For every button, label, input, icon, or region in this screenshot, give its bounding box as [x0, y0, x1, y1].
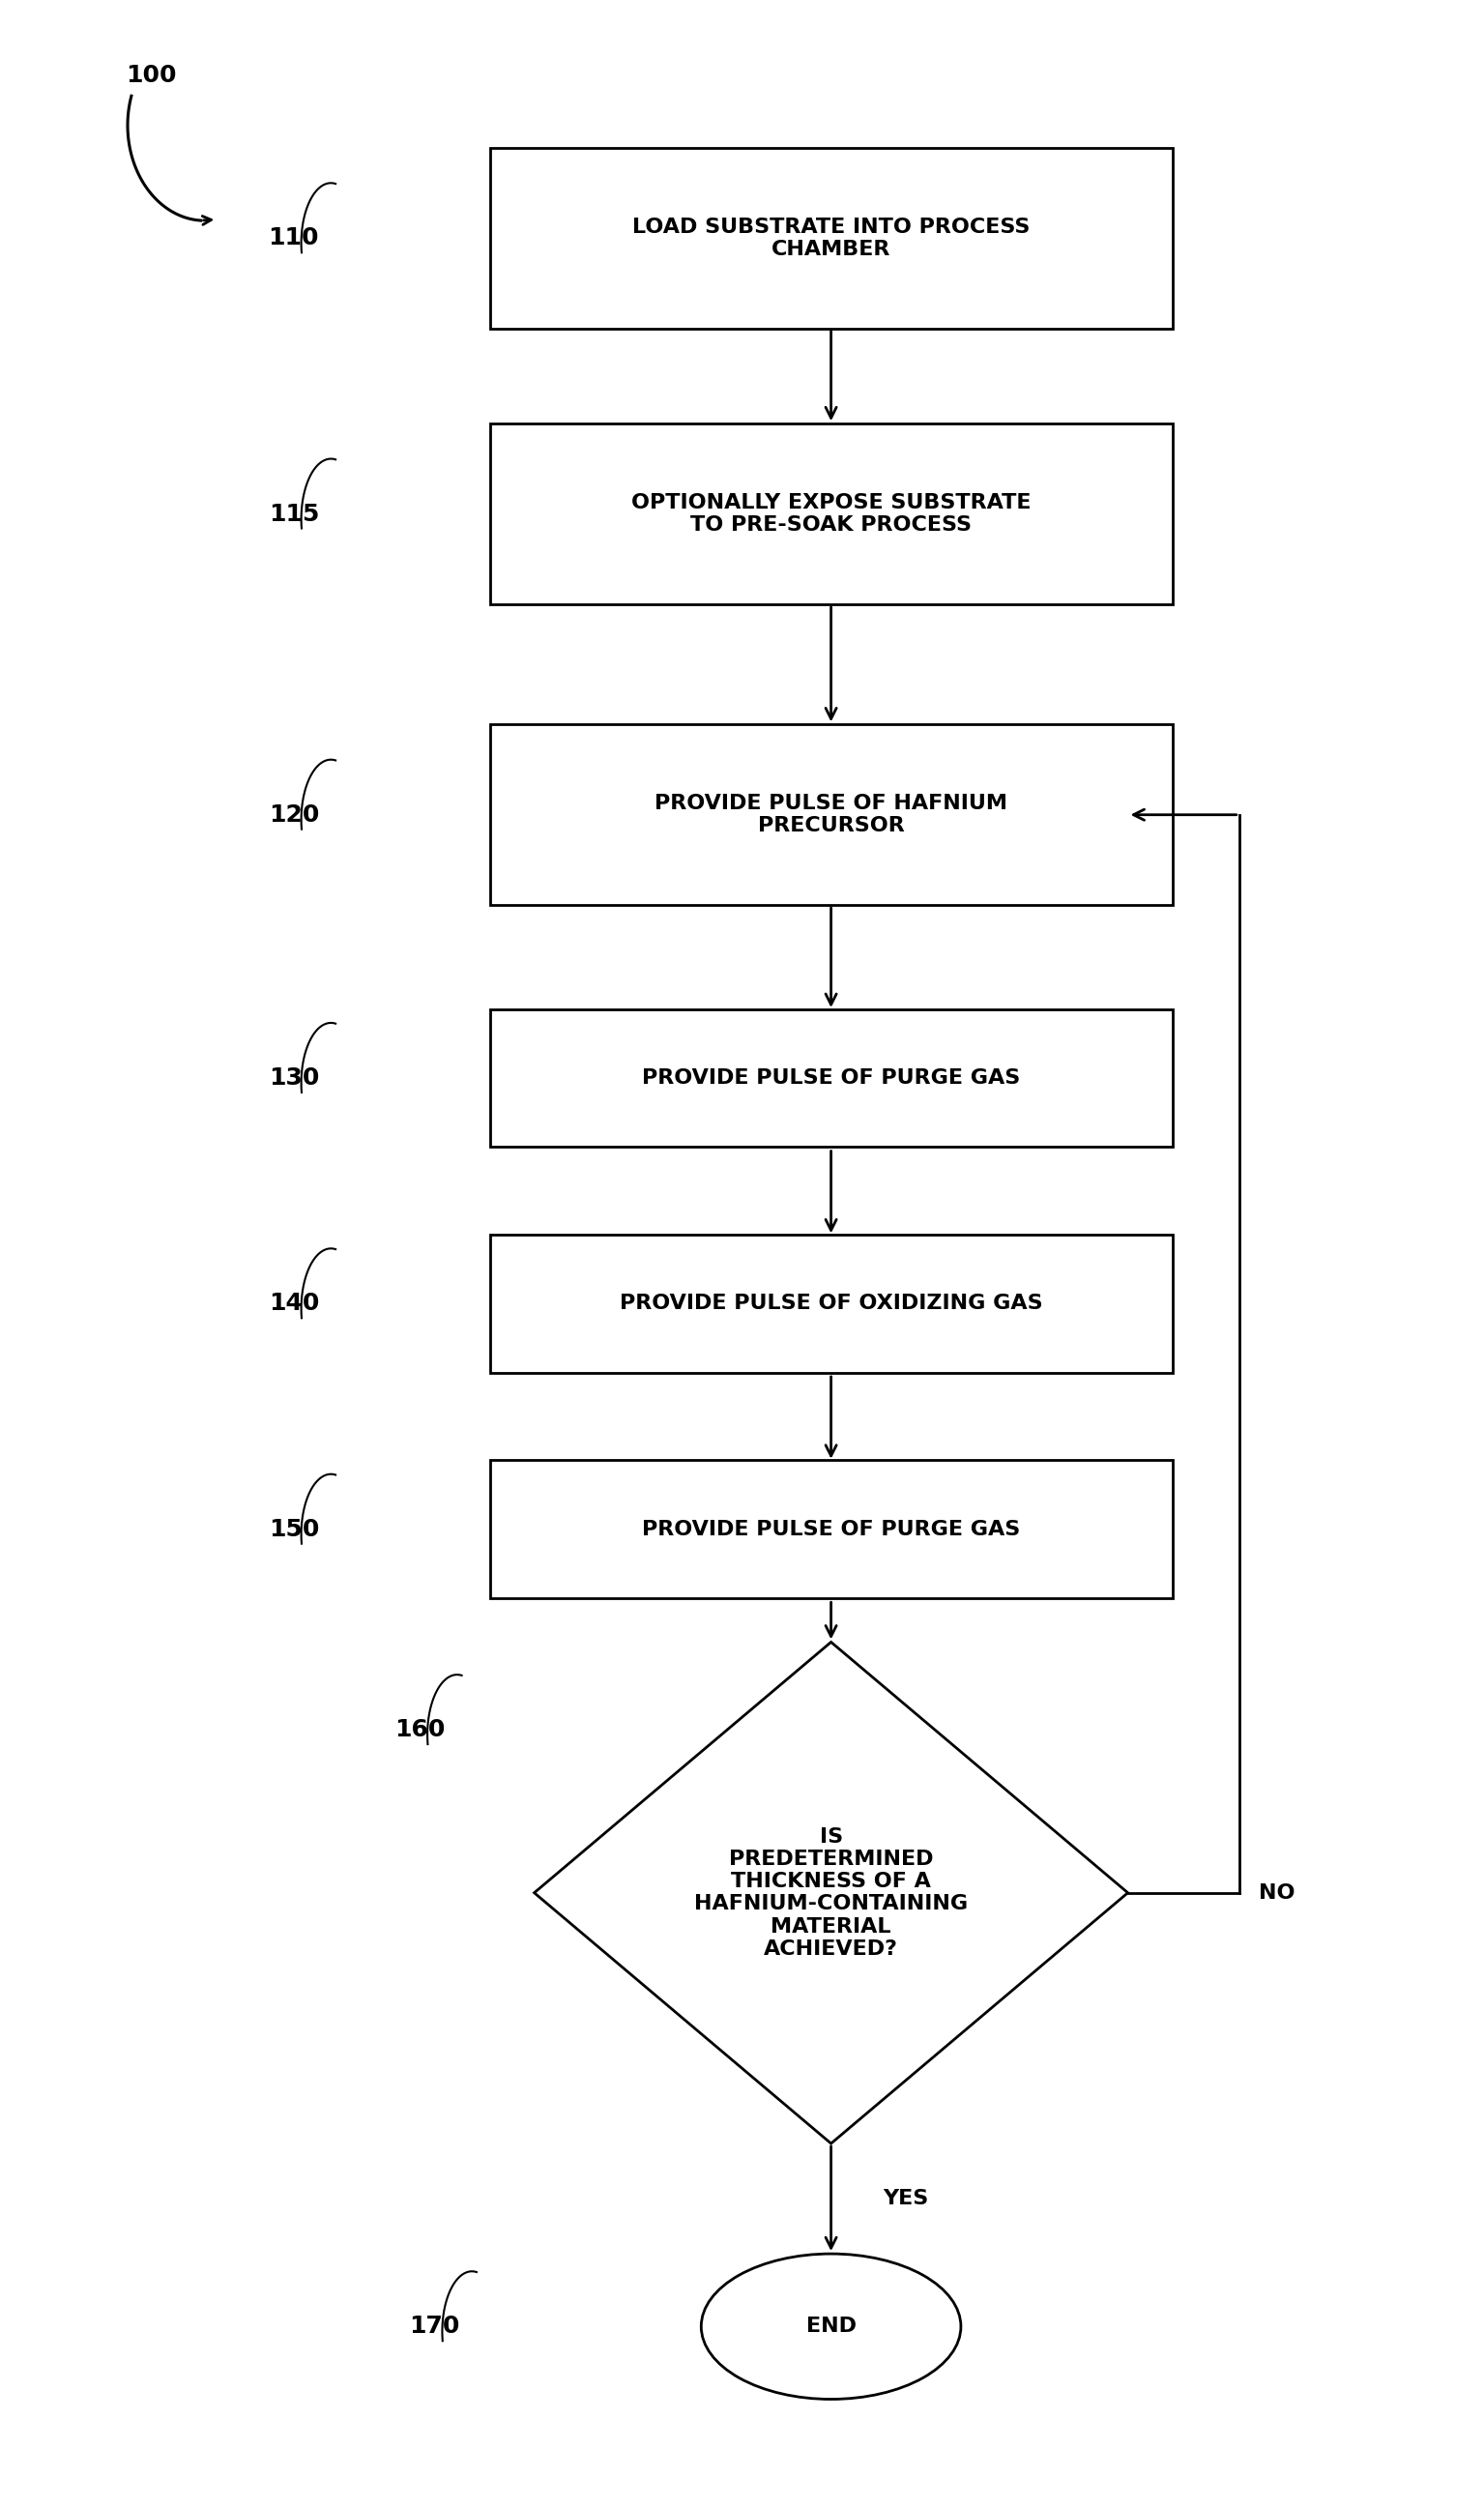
Text: 140: 140	[269, 1291, 319, 1316]
Text: 100: 100	[126, 63, 177, 88]
FancyBboxPatch shape	[490, 148, 1172, 328]
Text: OPTIONALLY EXPOSE SUBSTRATE
TO PRE-SOAK PROCESS: OPTIONALLY EXPOSE SUBSTRATE TO PRE-SOAK …	[631, 494, 1031, 534]
Text: 110: 110	[269, 226, 319, 251]
Text: PROVIDE PULSE OF OXIDIZING GAS: PROVIDE PULSE OF OXIDIZING GAS	[619, 1294, 1043, 1314]
Text: 150: 150	[269, 1517, 319, 1542]
Text: YES: YES	[883, 2189, 929, 2209]
FancyBboxPatch shape	[490, 424, 1172, 604]
Text: PROVIDE PULSE OF PURGE GAS: PROVIDE PULSE OF PURGE GAS	[643, 1519, 1020, 1539]
Text: 160: 160	[395, 1717, 445, 1742]
Text: 130: 130	[269, 1065, 319, 1091]
Text: NO: NO	[1258, 1883, 1294, 1903]
Text: PROVIDE PULSE OF HAFNIUM
PRECURSOR: PROVIDE PULSE OF HAFNIUM PRECURSOR	[654, 795, 1008, 835]
Text: IS
PREDETERMINED
THICKNESS OF A
HAFNIUM-CONTAINING
MATERIAL
ACHIEVED?: IS PREDETERMINED THICKNESS OF A HAFNIUM-…	[695, 1828, 968, 1958]
Text: 120: 120	[269, 802, 319, 827]
Text: 170: 170	[410, 2314, 460, 2339]
Polygon shape	[534, 1642, 1128, 2143]
FancyBboxPatch shape	[490, 1459, 1172, 1599]
Ellipse shape	[702, 2254, 962, 2399]
FancyBboxPatch shape	[490, 1008, 1172, 1148]
FancyBboxPatch shape	[490, 1236, 1172, 1374]
Text: END: END	[806, 2316, 856, 2337]
Text: PROVIDE PULSE OF PURGE GAS: PROVIDE PULSE OF PURGE GAS	[643, 1068, 1020, 1088]
Text: 115: 115	[269, 501, 319, 526]
Text: LOAD SUBSTRATE INTO PROCESS
CHAMBER: LOAD SUBSTRATE INTO PROCESS CHAMBER	[632, 218, 1030, 258]
FancyBboxPatch shape	[490, 725, 1172, 905]
